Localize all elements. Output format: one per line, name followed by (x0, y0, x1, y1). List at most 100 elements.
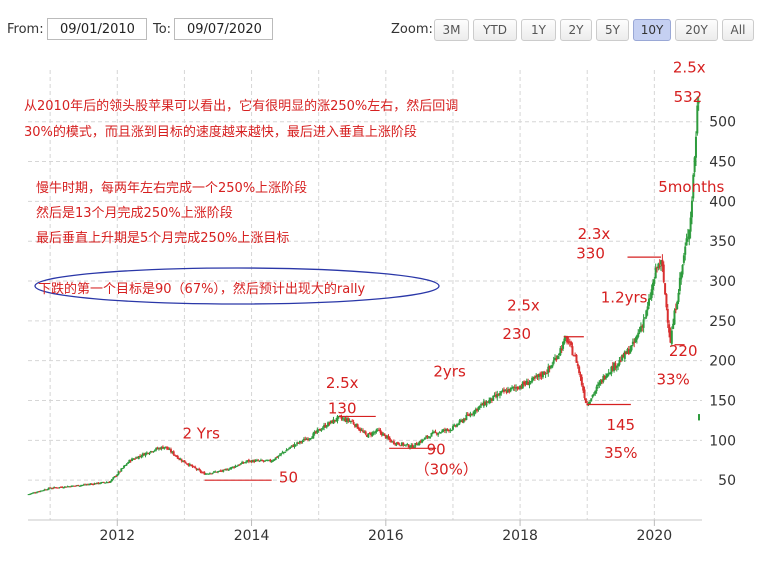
candle-body (650, 289, 653, 298)
candle-body (395, 442, 398, 445)
candle-body (187, 464, 190, 466)
boxed-note: 下跌的第一个目标是90（67%），然后预计出现大的rally (38, 282, 366, 297)
candle-body (670, 330, 673, 344)
candle-body (464, 418, 467, 420)
candle-body (212, 471, 215, 473)
candle-body (482, 401, 485, 407)
note-line-2: 30%的模式，而且涨到目标的速度越来越快，最后进入垂直上涨阶段 (24, 125, 417, 140)
candle-body (250, 460, 253, 463)
zoom-2y-button[interactable]: 2Y (560, 19, 592, 41)
y-tick-label: 250 (709, 314, 736, 330)
candle-body (430, 433, 433, 437)
candle-body (124, 465, 127, 467)
candle-body (57, 487, 60, 489)
y-tick-label: 200 (709, 354, 736, 370)
chart-annotation: 90 (427, 441, 446, 459)
candle-body (233, 466, 236, 468)
candle-body (493, 394, 496, 396)
zoom-1y-button[interactable]: 1Y (521, 19, 556, 41)
chart-annotation: 33% (656, 371, 689, 389)
candle-body (284, 451, 287, 453)
candle-body (290, 445, 293, 447)
candle-body (43, 489, 46, 491)
candle-body (31, 492, 34, 494)
candle-body (188, 464, 191, 466)
zoom-20y-button[interactable]: 20Y (675, 19, 718, 41)
candle-body (599, 380, 602, 384)
candle-body (58, 487, 61, 489)
candle-body (488, 400, 491, 404)
candle-body (251, 460, 254, 463)
candle-body (336, 416, 339, 421)
candle-body (159, 448, 162, 450)
zoom-all-button[interactable]: All (722, 19, 754, 41)
candle-body (121, 468, 124, 470)
chart-annotation: 532 (674, 88, 703, 106)
candle-body (547, 366, 550, 373)
candle-body (431, 431, 434, 434)
candle-body (426, 435, 429, 438)
to-date-input[interactable]: 09/07/2020 (174, 18, 273, 40)
zoom-5y-button[interactable]: 5Y (596, 19, 629, 41)
candle-body (543, 371, 546, 375)
candle-body (239, 463, 242, 465)
candle-body (50, 488, 53, 490)
candle-body (273, 459, 276, 461)
chart-annotation: 2.3x (578, 225, 611, 243)
candle-body (93, 483, 96, 485)
candle-body (580, 377, 583, 386)
candle-body (175, 455, 178, 457)
candle-body (294, 444, 297, 446)
candle-body (191, 465, 194, 467)
candle-body (374, 432, 377, 434)
zoom-3m-button[interactable]: 3M (434, 19, 469, 41)
candle-body (441, 430, 444, 433)
candle-body (305, 438, 308, 440)
candle-body (174, 454, 177, 456)
zoom-10y-button[interactable]: 10Y (633, 19, 671, 41)
candle-body (515, 387, 518, 389)
candle-body (276, 456, 279, 458)
candle-body (690, 200, 693, 218)
candle-body (449, 429, 452, 431)
candle-body (361, 430, 364, 432)
candle-body (559, 348, 562, 356)
from-date-input[interactable]: 09/01/2010 (47, 18, 147, 40)
candle-body (652, 282, 655, 290)
zoom-ytd-button[interactable]: YTD (473, 19, 517, 41)
candle-body (423, 437, 426, 440)
candle-body (399, 445, 402, 447)
candle-body (280, 453, 283, 455)
candle-body (375, 429, 378, 432)
candle-body (104, 482, 107, 484)
note-line-4: 然后是13个月完成250%上涨阶段 (36, 206, 233, 221)
candle-body (465, 414, 468, 420)
candle-body (331, 420, 334, 424)
candle-body (128, 459, 131, 463)
candle-body (304, 438, 307, 441)
candle-body (266, 460, 269, 462)
candle-body (492, 395, 495, 401)
candle-body (90, 483, 93, 485)
candle-body (214, 471, 217, 473)
candle-body (406, 444, 409, 446)
note-line-1: 从2010年后的领头股苹果可以看出，它有很明显的涨250%左右，然后回调 (24, 99, 459, 114)
candle-body (308, 438, 311, 440)
candle-body (206, 473, 209, 475)
candle-body (302, 438, 305, 441)
candle-body (468, 415, 471, 417)
candle-body (76, 485, 79, 487)
candle-body (204, 473, 207, 475)
candle-body (605, 376, 608, 379)
candle-body (237, 465, 240, 467)
candle-body (429, 437, 432, 439)
candle-body (360, 430, 363, 432)
candle-body (199, 470, 202, 473)
candle-body (259, 459, 262, 461)
chart-annotation: 2 Yrs (182, 425, 220, 443)
candle-body (230, 467, 233, 469)
candle-body (102, 482, 105, 484)
candle-body (265, 459, 268, 461)
chart-annotation: 1.2yrs (601, 289, 648, 307)
candle-body (35, 492, 38, 494)
